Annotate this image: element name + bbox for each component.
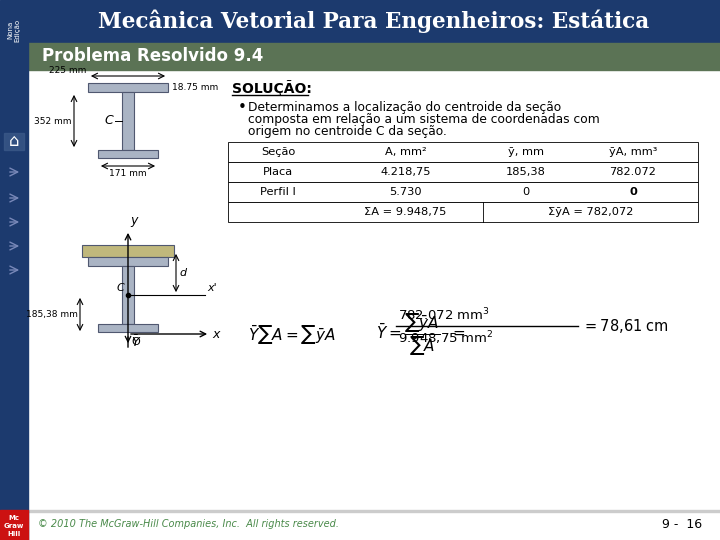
Text: y: y	[130, 214, 138, 227]
Text: Determinamos a localização do centroide da seção: Determinamos a localização do centroide …	[248, 100, 562, 113]
Text: 0: 0	[629, 187, 637, 197]
Text: Graw: Graw	[4, 523, 24, 529]
Text: Hill: Hill	[7, 531, 21, 537]
Bar	[228, 182, 698, 202]
Text: $\bar{Y}$: $\bar{Y}$	[131, 334, 141, 350]
Bar	[228, 142, 698, 162]
Text: 185,38 mm: 185,38 mm	[26, 310, 78, 319]
Bar	[122, 266, 134, 324]
Text: A, mm²: A, mm²	[384, 147, 426, 157]
Bar	[28, 70, 720, 512]
Bar	[28, 43, 720, 70]
Text: Seção: Seção	[261, 147, 295, 157]
Bar	[122, 92, 134, 150]
Bar	[228, 162, 698, 182]
Text: $9.948{,}75 \; \mathrm{mm}^2$: $9.948{,}75 \; \mathrm{mm}^2$	[398, 329, 493, 347]
Text: Nona
Edição: Nona Edição	[7, 18, 20, 42]
Text: C: C	[116, 283, 124, 293]
Text: ȳA, mm³: ȳA, mm³	[609, 147, 657, 157]
Text: $\bar{Y} \sum A = \sum \bar{y}A$: $\bar{Y} \sum A = \sum \bar{y}A$	[248, 323, 336, 347]
Text: 18.75 mm: 18.75 mm	[172, 83, 218, 92]
Text: 0: 0	[522, 187, 529, 197]
Text: O: O	[131, 337, 140, 347]
Text: $\bar{Y} = \dfrac{\sum \bar{y}A}{\sum A}$  $=$: $\bar{Y} = \dfrac{\sum \bar{y}A}{\sum A}…	[376, 312, 466, 359]
Text: ΣȳA = 782,072: ΣȳA = 782,072	[548, 207, 633, 217]
Text: 171 mm: 171 mm	[109, 169, 147, 178]
Bar	[228, 202, 698, 222]
Text: 5.730: 5.730	[390, 187, 422, 197]
Text: $782.072 \; \mathrm{mm}^3$: $782.072 \; \mathrm{mm}^3$	[398, 307, 490, 323]
Text: Mc: Mc	[9, 515, 19, 521]
Text: © 2010 The McGraw-Hill Companies, Inc.  All rights reserved.: © 2010 The McGraw-Hill Companies, Inc. A…	[38, 519, 339, 529]
Bar	[28, 510, 720, 512]
Text: $= 78{,}61 \; \mathrm{cm}$: $= 78{,}61 \; \mathrm{cm}$	[582, 317, 669, 335]
Text: 185,38: 185,38	[505, 167, 546, 177]
Text: Problema Resolvido 9.4: Problema Resolvido 9.4	[42, 47, 264, 65]
Bar	[0, 0, 28, 540]
Text: 782.072: 782.072	[610, 167, 657, 177]
Text: x: x	[212, 327, 220, 341]
Text: 352 mm: 352 mm	[35, 117, 72, 125]
Text: x': x'	[207, 283, 217, 293]
Text: composta em relação a um sistema de coordenadas com: composta em relação a um sistema de coor…	[248, 112, 600, 125]
Text: ȳ, mm: ȳ, mm	[508, 147, 544, 157]
Bar	[98, 324, 158, 332]
Bar	[88, 83, 168, 92]
Text: SOLUÇÃO:: SOLUÇÃO:	[232, 80, 312, 96]
Text: Perfil I: Perfil I	[260, 187, 296, 197]
Bar	[82, 245, 174, 257]
Text: Mecânica Vetorial Para Engenheiros: Estática: Mecânica Vetorial Para Engenheiros: Está…	[99, 9, 649, 33]
Text: ⌂: ⌂	[9, 132, 19, 150]
Bar	[98, 150, 158, 158]
Text: Placa: Placa	[263, 167, 293, 177]
Text: ΣA = 9.948,75: ΣA = 9.948,75	[364, 207, 446, 217]
Text: origem no centroide C da seção.: origem no centroide C da seção.	[248, 125, 447, 138]
Text: 9 -  16: 9 - 16	[662, 517, 702, 530]
Bar	[88, 257, 168, 266]
Bar	[4, 133, 24, 150]
Text: 4.218,75: 4.218,75	[380, 167, 431, 177]
Bar	[28, 0, 720, 43]
Text: 225 mm: 225 mm	[49, 66, 86, 75]
Text: •: •	[238, 99, 247, 114]
Text: d: d	[179, 268, 186, 278]
Text: C: C	[104, 114, 113, 127]
Bar	[0, 510, 28, 540]
